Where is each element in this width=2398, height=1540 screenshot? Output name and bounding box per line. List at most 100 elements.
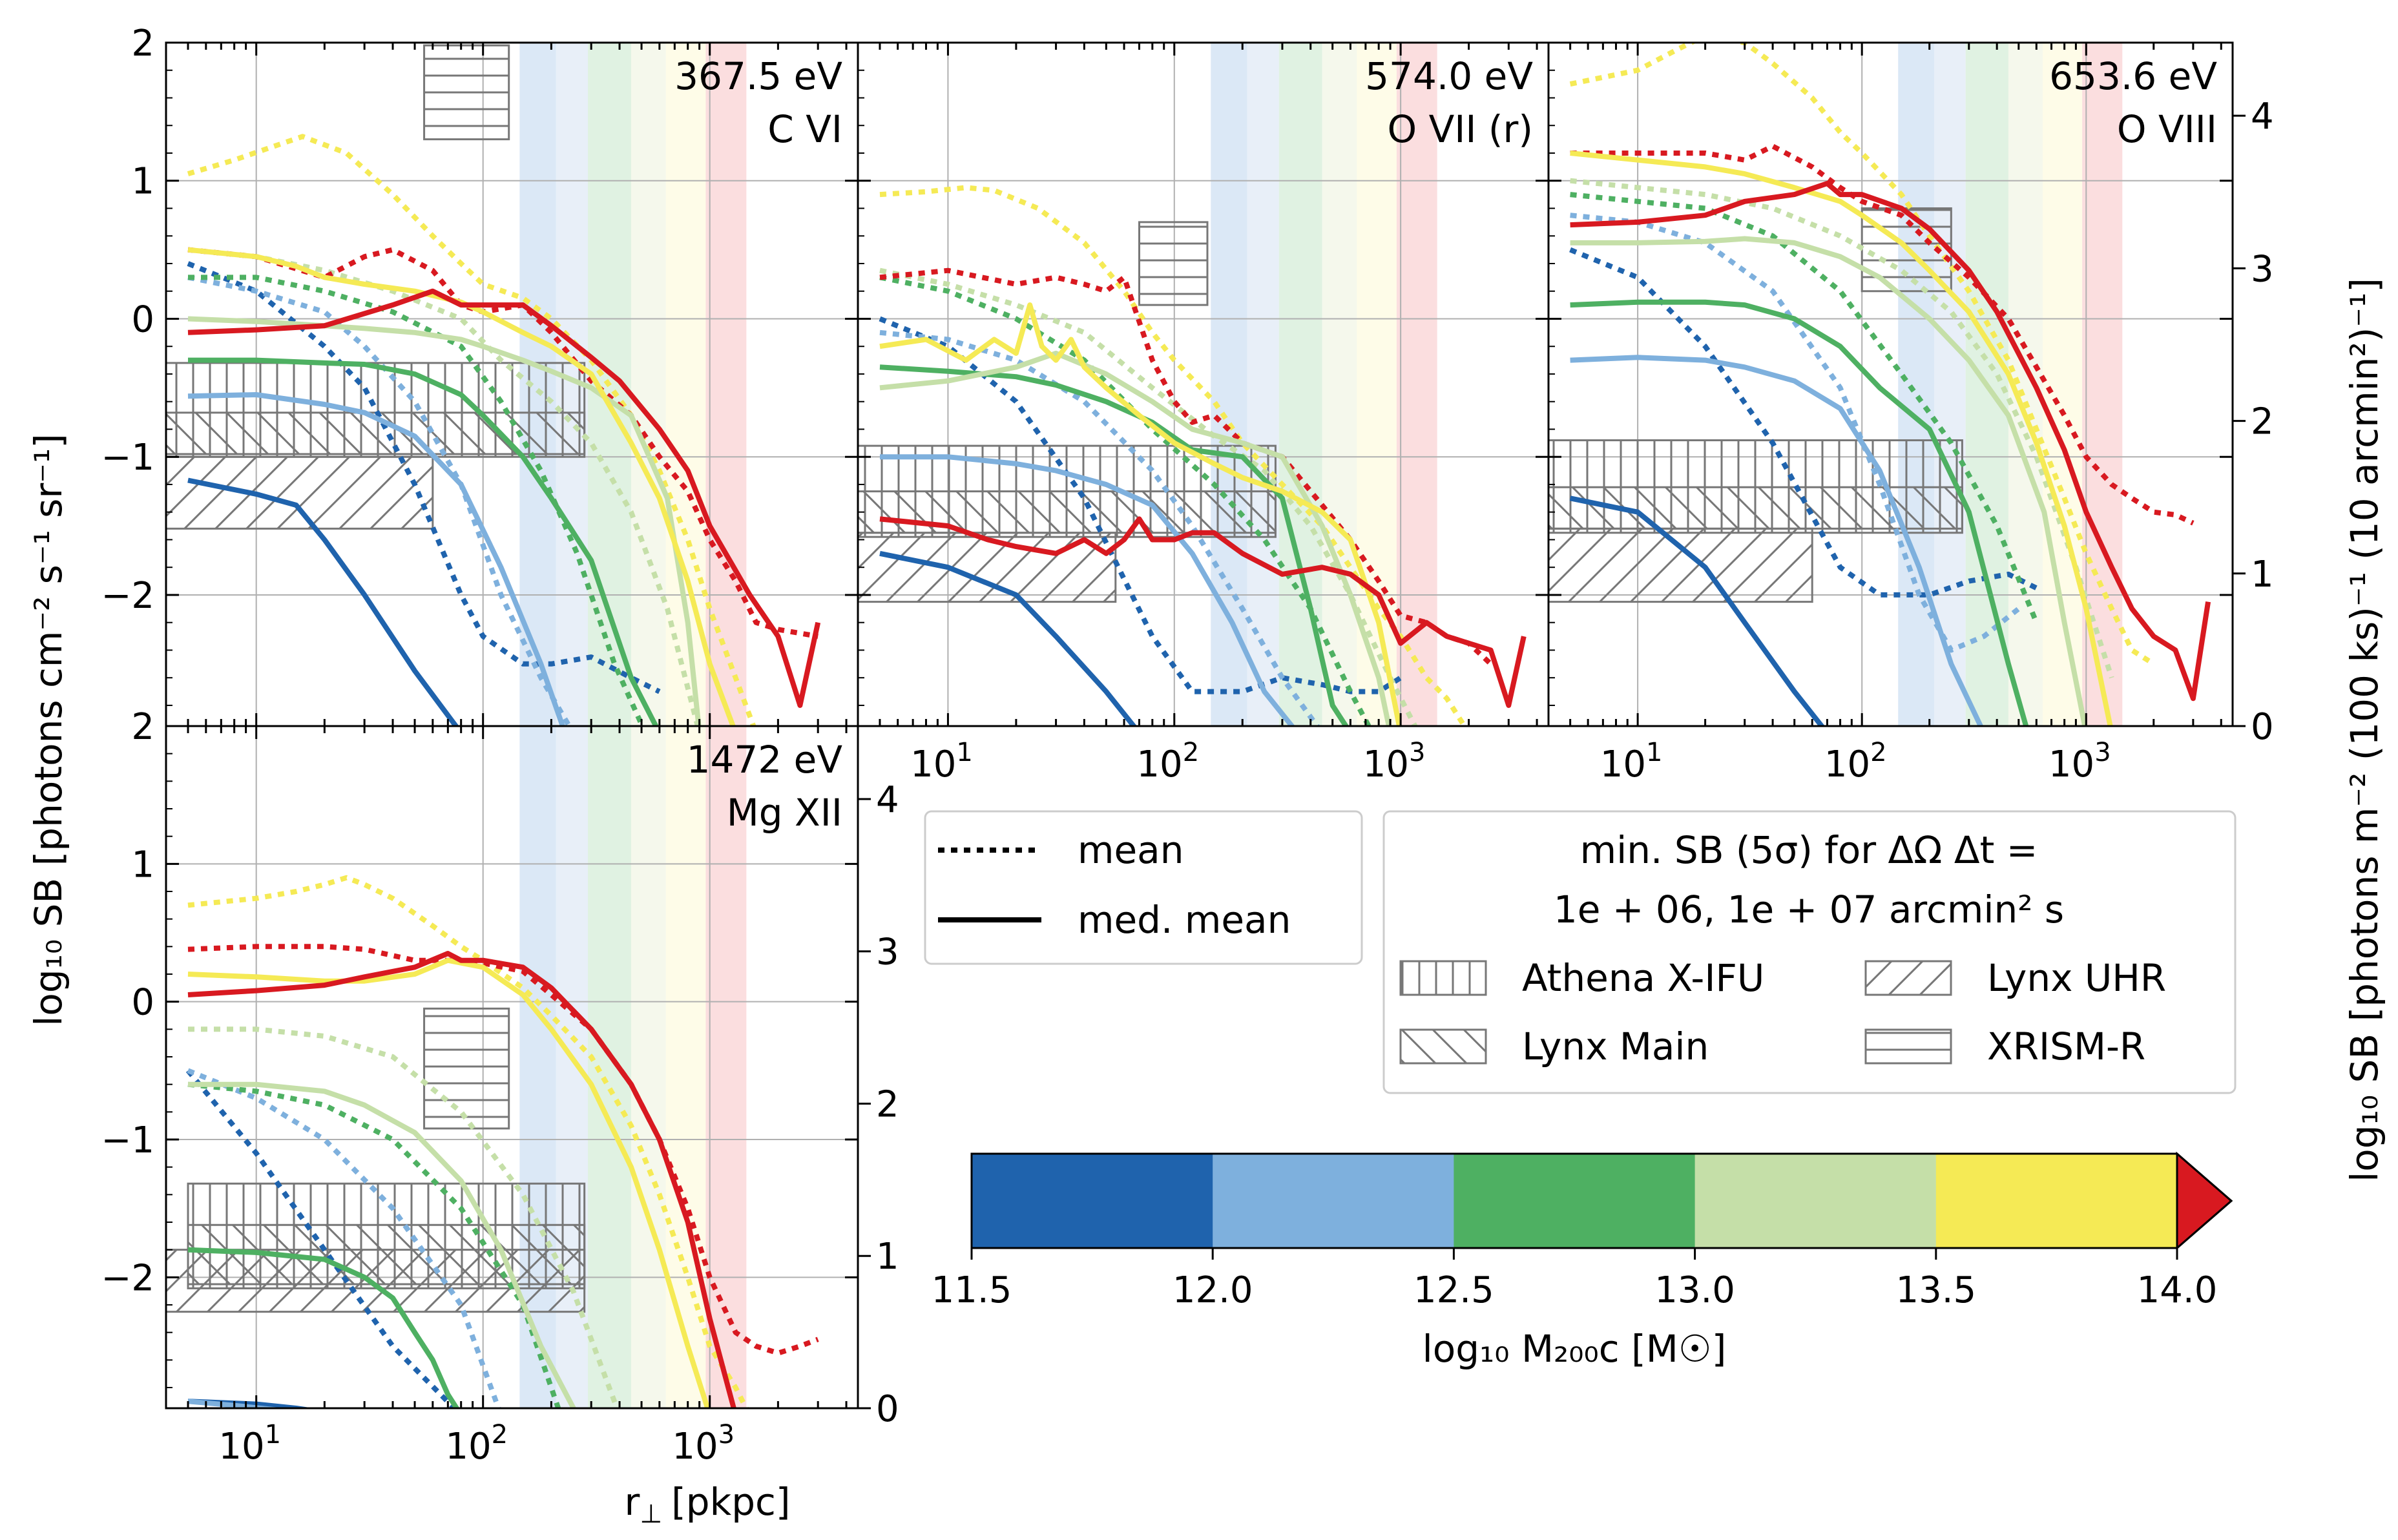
mean-label: mean xyxy=(1078,828,1183,872)
median-curve-mass-1 xyxy=(187,1399,287,1408)
mean-curve-mass-1 xyxy=(879,329,1320,726)
right-tick-label: 1 xyxy=(876,1236,899,1278)
sb-curves xyxy=(185,875,819,1408)
lynxuhr-label: Lynx UHR xyxy=(1987,956,2166,1000)
sb-curves xyxy=(187,134,821,726)
r200-band xyxy=(1934,43,1966,726)
panel-ion-label: O VII (r) xyxy=(1387,107,1533,151)
y-tick-label: 1 xyxy=(131,161,154,203)
x-tick-label: 102 xyxy=(1136,738,1199,786)
median-curve-mass-5 xyxy=(879,516,1527,708)
colorbar-tick-label: 14.0 xyxy=(2137,1269,2218,1311)
r200-band xyxy=(665,726,706,1408)
right-tick-label: 0 xyxy=(876,1388,899,1430)
median-curve-mass-3 xyxy=(879,350,1392,726)
y-tick-label: 0 xyxy=(131,982,154,1024)
colorbar-segment-3 xyxy=(1694,1154,1937,1248)
instrument-legend: min. SB (5σ) for ΔΩ Δt = 1e + 06, 1e + 0… xyxy=(1382,810,2236,1094)
x-tick-label: 101 xyxy=(218,1420,281,1468)
xrism-box xyxy=(1138,221,1209,306)
y-axis-label-right: log₁₀ SB [photons m⁻² (100 ks)⁻¹ (10 arc… xyxy=(2342,278,2386,1182)
colorbar-segment-4 xyxy=(1935,1154,2178,1248)
median-curve-mass-5 xyxy=(187,951,736,1408)
median-curve-mass-2 xyxy=(1570,299,2029,726)
lynxuhr-box xyxy=(166,455,434,530)
lynxmain-box xyxy=(858,490,1277,534)
right-tick-label: 4 xyxy=(2251,96,2274,138)
y-tick-label: −1 xyxy=(101,437,154,479)
r200-band xyxy=(705,726,747,1408)
athena-swatch xyxy=(1399,960,1487,996)
legend-frame xyxy=(1382,810,2236,1094)
colorbar-segment-2 xyxy=(1454,1154,1696,1248)
colorbar-tick-label: 13.5 xyxy=(1895,1269,1976,1311)
median-curve-mass-3 xyxy=(188,1081,577,1408)
x-tick-label: 102 xyxy=(445,1420,508,1468)
median-curve-mass-1 xyxy=(1570,355,1984,726)
colorbar-extend-arrow xyxy=(2176,1151,2233,1251)
x-tick-exponent: 1 xyxy=(1646,738,1662,767)
colorbar-tick-label: 13.0 xyxy=(1654,1269,1735,1311)
sb-curves xyxy=(879,185,1527,726)
median-curve-mass-4 xyxy=(1570,151,2113,726)
xrism-box xyxy=(423,1007,510,1130)
xrism-label: XRISM-R xyxy=(1987,1025,2145,1068)
median-curve-mass-4 xyxy=(879,302,1402,726)
median-curve-mass-0 xyxy=(1569,495,1826,726)
x-tick-label: 103 xyxy=(1363,738,1426,786)
xrism-box xyxy=(423,44,510,141)
x-tick-exponent: 3 xyxy=(2094,738,2111,767)
y-tick-label: 1 xyxy=(131,844,154,886)
panel-ion-label: C VI xyxy=(767,107,842,151)
x-tick-base: 10 xyxy=(1600,744,1646,786)
x-tick-base: 10 xyxy=(445,1426,491,1468)
median-curve-mass-5 xyxy=(1570,181,2211,702)
x-tick-exponent: 1 xyxy=(265,1420,281,1450)
right-tick-label: 2 xyxy=(2251,401,2274,443)
median-curve-mass-0 xyxy=(187,477,459,726)
x-tick-exponent: 3 xyxy=(1409,738,1425,767)
colorbar-tick-label: 12.0 xyxy=(1173,1269,1253,1311)
x-tick-base: 10 xyxy=(1136,744,1182,786)
mean-curve-mass-1 xyxy=(187,275,572,726)
right-tick-label: 3 xyxy=(2251,248,2274,290)
mean-curve-mass-3 xyxy=(188,1026,620,1408)
mean-curve-mass-2 xyxy=(879,275,1372,726)
lynxmain-label: Lynx Main xyxy=(1522,1025,1709,1068)
sensitivity-boxes xyxy=(166,44,586,530)
x-tick-label: 101 xyxy=(1600,738,1663,786)
r200-band xyxy=(1247,43,1279,726)
right-tick-label: 2 xyxy=(876,1083,899,1125)
right-tick-label: 4 xyxy=(876,779,899,821)
right-tick-label: 3 xyxy=(876,931,899,973)
median-curve-mass-2 xyxy=(188,357,659,726)
right-tick-label: 1 xyxy=(2251,554,2274,596)
mean-curve-mass-4 xyxy=(1569,43,2155,667)
panel-energy-label: 1472 eV xyxy=(687,738,843,782)
panel-energy-label: 367.5 eV xyxy=(674,54,842,98)
median-label: med. mean xyxy=(1078,898,1291,942)
x-axis-label: r⊥ [pkpc] xyxy=(624,1480,790,1529)
mean-curve-mass-2 xyxy=(188,275,645,726)
median-curve-mass-2 xyxy=(187,1247,460,1408)
sb-curves xyxy=(1569,43,2211,726)
mean-curve-mass-5 xyxy=(1570,143,2195,526)
mean-curve-mass-2 xyxy=(1570,192,2039,624)
panel-energy-label: 574.0 eV xyxy=(1365,54,1533,98)
r200-band xyxy=(631,726,666,1408)
x-tick-exponent: 2 xyxy=(1870,738,1886,767)
y-axis-label-left: log₁₀ SB [photons cm⁻² s⁻¹ sr⁻¹] xyxy=(26,433,70,1026)
panel-ion-label: Mg XII xyxy=(727,791,842,835)
r200-band xyxy=(588,726,631,1408)
linestyle-legend: mean med. mean xyxy=(924,810,1363,965)
mass-colorbar: 11.5 12.0 12.5 13.0 13.5 14.0 log₁₀ M₂₀₀c [M☉… xyxy=(932,1151,2233,1371)
mean-curve-mass-0 xyxy=(187,261,661,694)
mean-curve-mass-4 xyxy=(879,185,1468,726)
axis-ticks: 101 102 103 xyxy=(858,41,1548,786)
mean-curve-mass-0 xyxy=(879,316,1402,694)
y-tick-label: 0 xyxy=(131,298,154,340)
colorbar-outline xyxy=(970,1152,2233,1249)
x-tick-exponent: 1 xyxy=(956,738,972,767)
